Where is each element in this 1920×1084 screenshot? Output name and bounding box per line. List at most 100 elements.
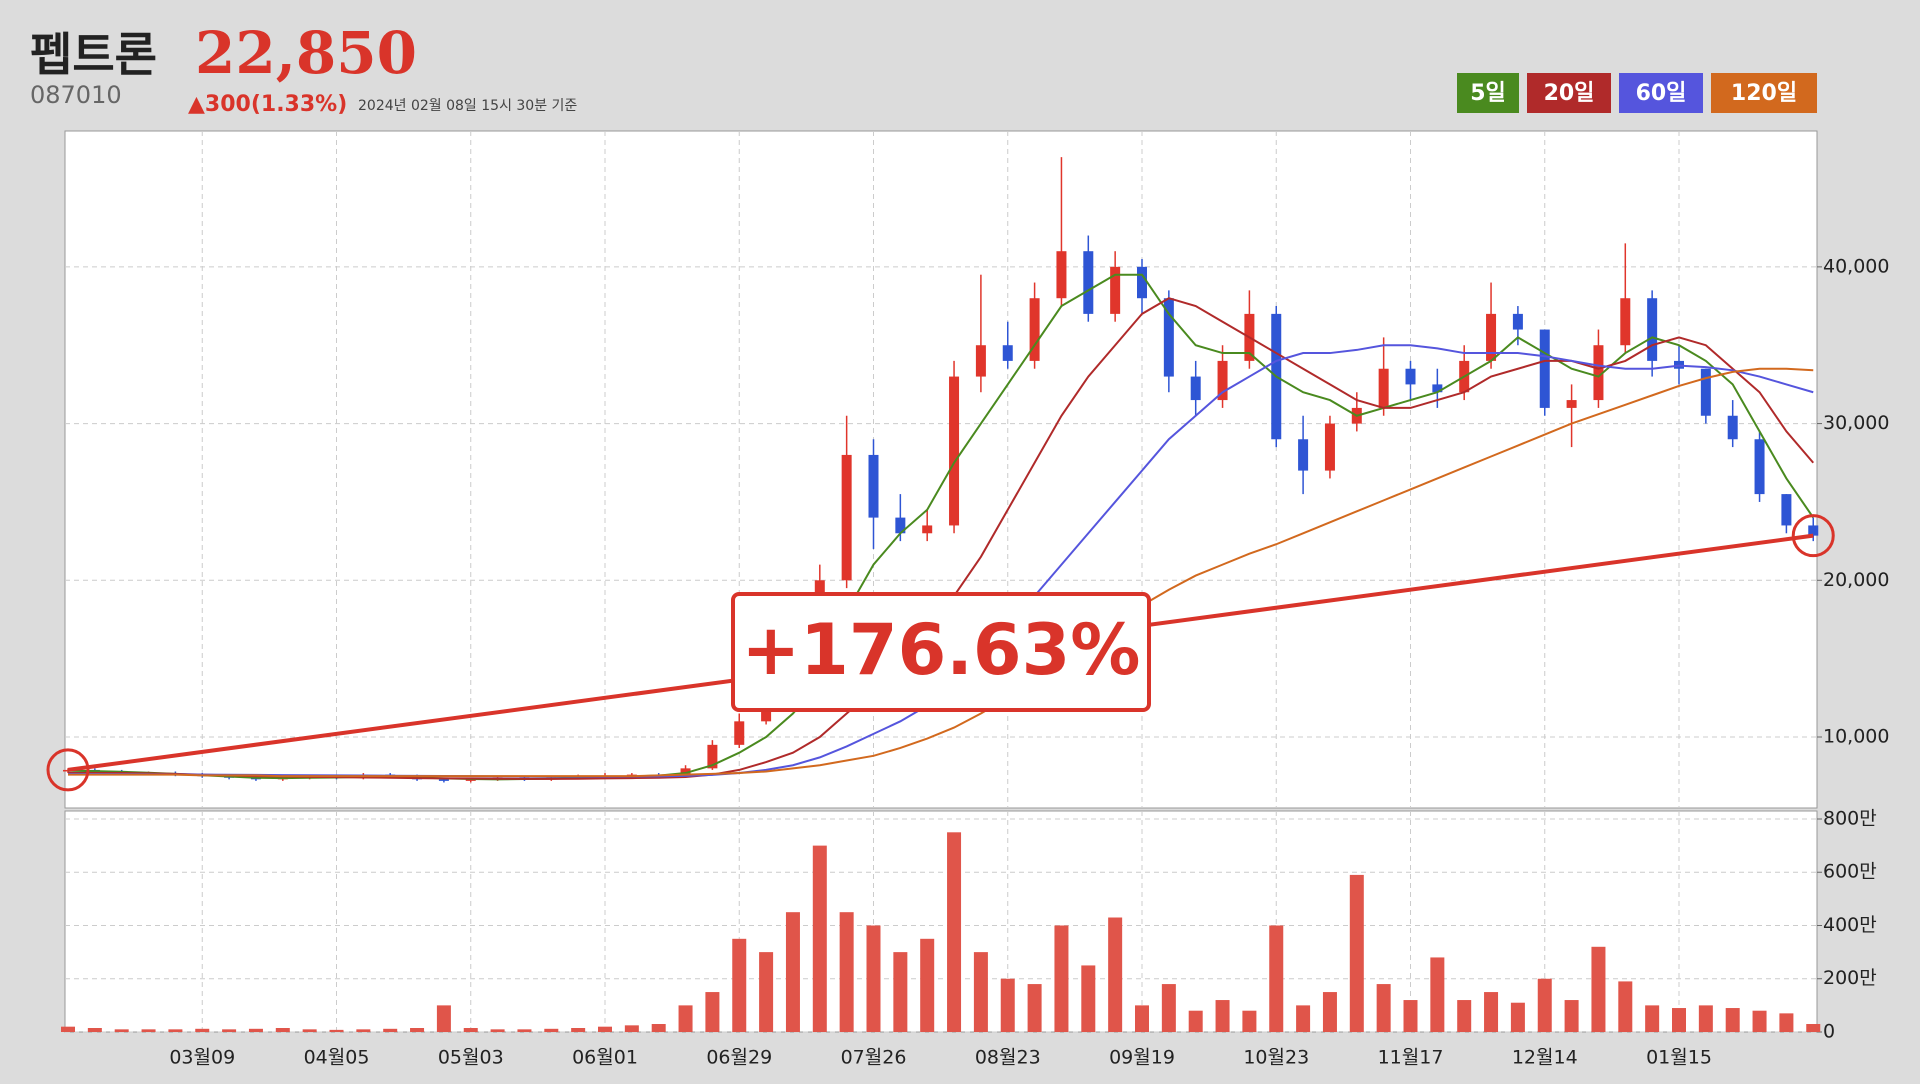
candle-body	[1486, 313, 1497, 361]
candle-body	[1298, 439, 1309, 471]
x-tick-label: 03월09	[169, 1047, 235, 1069]
volume-bar	[517, 1029, 532, 1032]
legend-badge	[1457, 73, 1519, 113]
volume-bar	[1537, 978, 1552, 1032]
volume-bar	[866, 925, 881, 1032]
volume-bar	[329, 1029, 344, 1032]
volume-bar	[732, 938, 747, 1032]
volume-bar	[1806, 1024, 1821, 1032]
volume-bar	[1027, 984, 1042, 1032]
candle-body	[1110, 266, 1121, 314]
volume-bar	[1484, 992, 1499, 1032]
candle-body	[1163, 298, 1174, 377]
x-tick-label: 01월15	[1646, 1047, 1712, 1069]
volume-bar	[1564, 1000, 1579, 1032]
candle-body	[922, 525, 933, 534]
volume-bar	[1725, 1008, 1740, 1032]
candle-body	[1137, 266, 1147, 299]
volume-panel	[64, 810, 1818, 1033]
volume-bar	[973, 952, 988, 1032]
volume-bar	[705, 992, 720, 1032]
volume-bar	[1672, 1008, 1686, 1032]
candle-body	[1083, 251, 1094, 314]
legend-label: 5일	[1470, 81, 1506, 106]
volume-bar	[571, 1028, 586, 1032]
volume-bar	[195, 1028, 210, 1032]
volume-bar	[1081, 965, 1096, 1032]
volume-bar	[1161, 984, 1176, 1032]
candle-body	[1808, 525, 1819, 536]
x-tick-label: 06월29	[706, 1047, 772, 1069]
volume-bar	[383, 1028, 398, 1032]
volume-bar	[87, 1028, 102, 1032]
volume-bar	[302, 1029, 317, 1032]
volume-bar	[222, 1029, 237, 1032]
x-tick-label: 08월23	[975, 1047, 1041, 1069]
volume-bar	[812, 845, 827, 1032]
volume-bar	[1108, 917, 1123, 1032]
volume-bar	[1054, 925, 1069, 1032]
volume-bar	[1779, 1013, 1794, 1032]
candle-body	[949, 376, 960, 526]
candle-body	[841, 454, 852, 581]
volume-bar	[1000, 978, 1015, 1032]
candle-body	[1593, 345, 1604, 401]
volume-bar	[1322, 992, 1337, 1032]
volume-bar	[839, 912, 854, 1032]
start-marker	[46, 748, 90, 792]
y-tick-label: 600만	[1823, 861, 1877, 883]
candle-body	[1029, 298, 1040, 361]
volume-bar	[168, 1029, 183, 1032]
volume-bar	[1403, 1000, 1418, 1032]
volume-bar	[1645, 1005, 1660, 1032]
candle-body	[1781, 494, 1792, 526]
x-tick-label: 06월01	[572, 1047, 638, 1069]
candle-body	[1056, 251, 1067, 299]
legend-badge	[1711, 73, 1817, 113]
x-tick-label: 09월19	[1109, 1047, 1175, 1069]
candle-body	[1727, 415, 1738, 440]
volume-bar	[759, 952, 774, 1032]
y-tick-label: 400만	[1823, 914, 1877, 936]
volume-bar	[1135, 1005, 1149, 1032]
candle-body	[465, 779, 476, 781]
x-tick-label: 11월17	[1378, 1047, 1444, 1069]
candle-body	[1405, 368, 1416, 385]
volume-bar	[1618, 981, 1633, 1032]
candle-body	[1002, 345, 1013, 361]
volume-bar	[356, 1029, 371, 1032]
volume-bar	[490, 1029, 505, 1032]
volume-bar	[1376, 984, 1391, 1032]
volume-bar	[436, 1005, 451, 1032]
volume-bar	[785, 912, 800, 1032]
legend-label: 60일	[1636, 81, 1687, 106]
stock-price: 22,850	[195, 19, 417, 87]
legend-badge	[1527, 73, 1611, 113]
volume-bar	[141, 1029, 156, 1032]
volume-bar	[463, 1028, 478, 1032]
volume-bar	[1215, 1000, 1230, 1032]
volume-bar	[61, 1026, 75, 1032]
volume-bar	[275, 1028, 290, 1032]
annotation: +176.63%	[742, 609, 1141, 691]
x-tick-label: 12월14	[1512, 1047, 1578, 1069]
candle-body	[1539, 329, 1550, 408]
candle-body	[895, 517, 906, 534]
candle-body	[1378, 368, 1389, 408]
volume-bar	[410, 1028, 425, 1032]
candle-body	[975, 345, 986, 377]
volume-bar	[1296, 1005, 1311, 1032]
volume-bar	[947, 832, 962, 1032]
stock-name: 펩트론	[30, 28, 157, 82]
volume-bar	[1457, 1000, 1472, 1032]
y-tick-label: 800만	[1823, 807, 1877, 829]
price-change: ▲300(1.33%)	[188, 92, 347, 117]
moving-average-line	[68, 367, 1814, 778]
candle-body	[1620, 298, 1631, 346]
candle-body	[707, 744, 718, 769]
stock-code: 087010	[30, 81, 122, 109]
x-tick-label: 05월03	[438, 1047, 504, 1069]
candle-body	[438, 779, 449, 781]
volume-bar	[1698, 1005, 1713, 1032]
volume-bar	[1591, 946, 1606, 1032]
